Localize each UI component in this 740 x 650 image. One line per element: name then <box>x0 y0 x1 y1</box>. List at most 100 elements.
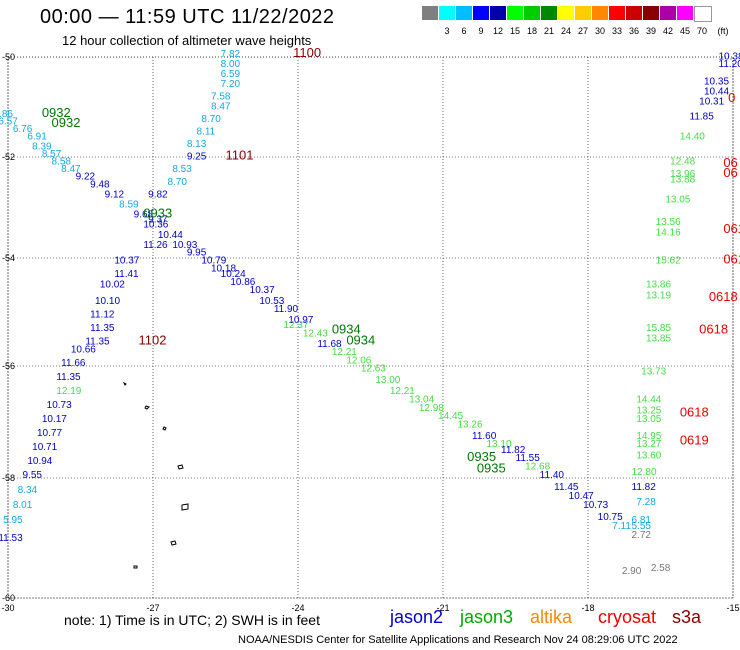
scale-label: 36 <box>628 26 640 36</box>
wave-height-value: 13.96 <box>670 169 695 180</box>
wave-height-value: 8.39 <box>32 142 52 153</box>
latitude-label: -58 <box>2 473 15 483</box>
scale-unit: (ft) <box>717 26 729 36</box>
wave-height-value: 10.24 <box>221 269 246 280</box>
wave-height-value: 10.73 <box>583 500 608 511</box>
wave-height-value: 12.48 <box>670 157 695 168</box>
scale-swatch <box>439 6 455 20</box>
scale-swatch <box>558 6 574 20</box>
wave-height-value: 10.66 <box>71 345 96 356</box>
scale-label: 39 <box>645 26 657 36</box>
wave-height-value: 10.44 <box>704 87 729 98</box>
wave-height-value: 10.17 <box>42 414 67 425</box>
pass-time-label: 0935 <box>477 460 506 475</box>
legend-item-jason2: jason2 <box>390 607 444 627</box>
pass-time-label: 0618 <box>699 322 728 337</box>
map-title: 00:00 — 11:59 UTC 11/22/2022 <box>40 6 335 28</box>
scale-label: 70 <box>696 26 708 36</box>
wave-height-value: 10.71 <box>32 442 57 453</box>
wave-height-value: 13.88 <box>670 174 695 185</box>
scale-swatch <box>541 6 557 20</box>
wave-height-value: 11.60 <box>472 431 497 442</box>
scale-label: 12 <box>492 26 504 36</box>
wave-height-value: 11.40 <box>540 470 565 481</box>
wave-height-value: 11.66 <box>61 358 86 369</box>
scale-label: 42 <box>662 26 674 36</box>
wave-height-value: 13.73 <box>641 366 666 377</box>
wave-height-value: 12.21 <box>390 386 415 397</box>
wave-height-value: 7.11 <box>612 521 631 532</box>
wave-height-value: 8.34 <box>18 485 38 496</box>
pass-time-label: 061 <box>723 251 740 266</box>
wave-height-value: 11.53 <box>0 533 23 544</box>
wave-height-value: 7.20 <box>221 79 241 90</box>
wave-height-value: 13.85 <box>646 334 671 345</box>
wave-height-value: 10.97 <box>288 315 313 326</box>
wave-height-value: 10.94 <box>27 456 52 467</box>
wave-height-value: 9.25 <box>187 152 207 163</box>
wave-height-value: 10.37 <box>250 285 275 296</box>
wave-height-value: 15.85 <box>646 323 671 334</box>
longitude-label: -15 <box>726 603 739 613</box>
scale-swatch <box>626 6 642 20</box>
pass-time-label: 0934 <box>332 322 361 337</box>
legend-item-cryosat: cryosat <box>598 607 657 627</box>
scale-label: 30 <box>594 26 606 36</box>
scale-swatch <box>456 6 472 20</box>
wave-height-value: 13.60 <box>636 450 661 461</box>
wave-height-value: 10.37 <box>114 255 139 266</box>
scale-label: 45 <box>679 26 691 36</box>
legend-item-s3a: s3a <box>672 607 702 627</box>
wave-height-value: 8.00 <box>221 59 241 70</box>
wave-height-value: 10.31 <box>699 97 724 108</box>
wave-height-value: 11.35 <box>85 336 110 347</box>
wave-height-value: 14.40 <box>680 132 705 143</box>
wave-height-value: 2.72 <box>632 530 652 541</box>
wave-height-value: 8.11 <box>197 127 216 138</box>
wave-height-value: 13.26 <box>458 420 483 431</box>
latitude-label: -54 <box>2 253 15 263</box>
wave-height-value: 8.47 <box>61 164 81 175</box>
wave-height-value: 11.68 <box>317 339 342 350</box>
longitude-label: -21 <box>436 603 449 613</box>
wave-height-value: 7.58 <box>211 92 231 103</box>
wave-height-points: 7.828.006.597.207.588.478.708.118.139.25… <box>0 49 740 577</box>
wave-height-value: 6.59 <box>221 69 241 80</box>
wave-height-value: 8.70 <box>201 114 221 125</box>
wave-height-value: 10.44 <box>158 230 183 241</box>
wave-height-value: 9.12 <box>105 189 125 200</box>
pass-time-label: 061 <box>723 221 740 236</box>
scale-swatch <box>609 6 625 20</box>
scale-label: 6 <box>461 26 467 36</box>
wave-height-value: 13.10 <box>487 439 512 450</box>
wave-height-value: 11.85 <box>690 112 715 123</box>
scale-swatch <box>643 6 659 20</box>
wave-height-value: 12.37 <box>284 320 309 331</box>
wave-height-value: 14.44 <box>636 394 661 405</box>
latitude-label: -56 <box>2 361 15 371</box>
latitude-label: -60 <box>2 593 15 603</box>
wave-height-value: 13.19 <box>646 291 671 302</box>
wave-height-value: 11.41 <box>114 269 139 280</box>
wave-height-value: 10.38 <box>719 52 740 63</box>
wave-height-value: 11.55 <box>516 453 541 464</box>
wave-height-value: 9.82 <box>148 189 168 200</box>
wave-height-value: 10.47 <box>569 491 594 502</box>
scale-swatch <box>524 6 540 20</box>
wave-height-value: 11.82 <box>632 482 657 493</box>
wave-height-value: 12.68 <box>525 462 550 473</box>
wave-height-value: 8.59 <box>119 200 139 211</box>
scale-swatch <box>677 6 693 20</box>
scale-swatch <box>694 6 712 22</box>
wave-height-value: 10.86 <box>230 277 255 288</box>
wave-height-value: 12.63 <box>361 364 386 375</box>
pass-time-label: 0934 <box>346 332 375 347</box>
wave-height-value: 13.00 <box>375 375 400 386</box>
wave-height-value: 6.81 <box>632 515 652 526</box>
wave-height-value: 10.73 <box>47 400 72 411</box>
wave-height-value: 12.98 <box>419 403 444 414</box>
pass-time-label: 1101 <box>226 148 254 163</box>
wave-height-value: 5.95 <box>3 515 23 526</box>
island-outlines <box>122 381 189 569</box>
